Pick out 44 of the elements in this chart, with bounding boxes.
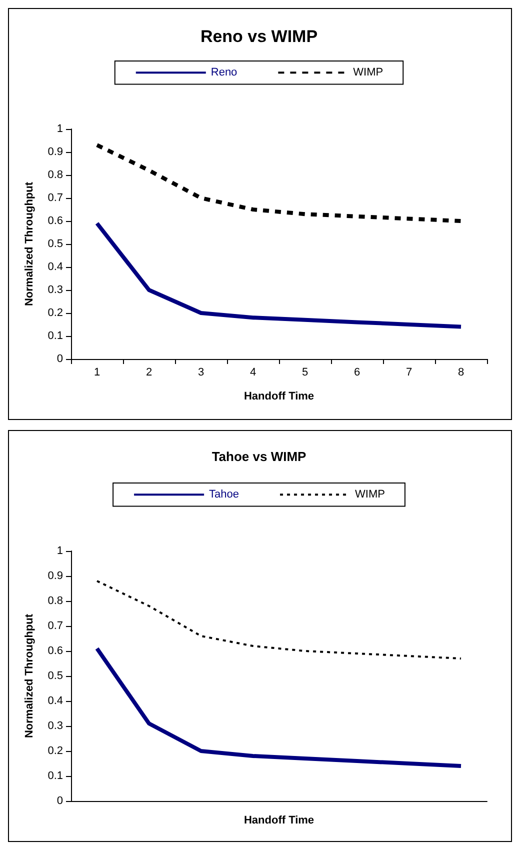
x-axis-title: Handoff Time (244, 390, 314, 402)
y-tick-label: 0.1 (48, 770, 63, 782)
y-tick-label: 0.3 (48, 284, 63, 296)
x-tick-label: 7 (406, 366, 412, 378)
x-tick-label: 1 (94, 366, 100, 378)
y-tick-label: 0.3 (48, 720, 63, 732)
y-axis-title: Normalized Throughput (24, 182, 36, 306)
y-tick-label: 0.8 (48, 595, 63, 607)
x-tick-label: 4 (250, 366, 256, 378)
chart-title: Tahoe vs WIMP (212, 449, 307, 464)
x-tick-label: 8 (458, 366, 464, 378)
line-series (95, 646, 463, 768)
line-series (95, 143, 463, 223)
y-tick-label: 0.1 (48, 330, 63, 342)
text: Tahoe (209, 488, 240, 501)
y-tick-label: 0.6 (48, 215, 63, 227)
line-series (95, 221, 463, 329)
text: Reno (210, 66, 238, 79)
y-tick-label: 0.2 (48, 307, 63, 319)
y-tick-label: 0.9 (48, 146, 63, 158)
y-tick-label: 0.5 (48, 238, 63, 250)
y-tick-label: 1 (56, 545, 63, 557)
y-tick-label: 0.2 (48, 745, 63, 757)
x-axis-title: Handoff Time (244, 814, 314, 826)
x-tick-label: 6 (354, 366, 360, 378)
text: WIMP (355, 488, 385, 501)
y-tick-label: 0.7 (48, 192, 63, 204)
y-tick-label: 0.7 (48, 620, 63, 632)
y-tick-label: 0.6 (48, 645, 63, 657)
x-tick-label: 3 (198, 366, 204, 378)
y-tick-label: 0.9 (48, 570, 63, 582)
y-axis-title: Normalized Throughput (24, 614, 36, 738)
chart-title: Reno vs WIMP (200, 27, 318, 46)
y-tick-label: 0.8 (48, 169, 63, 181)
x-tick-label: 2 (146, 366, 152, 378)
y-tick-label: 0 (56, 795, 63, 807)
y-tick-label: 1 (56, 123, 63, 135)
text: WIMP (353, 66, 384, 79)
y-tick-label: 0.4 (48, 261, 63, 273)
x-tick-label: 5 (302, 366, 308, 378)
y-tick-label: 0.4 (48, 695, 63, 707)
line-series (96, 580, 462, 660)
y-tick-label: 0.5 (48, 670, 63, 682)
y-tick-label: 0 (56, 353, 63, 365)
